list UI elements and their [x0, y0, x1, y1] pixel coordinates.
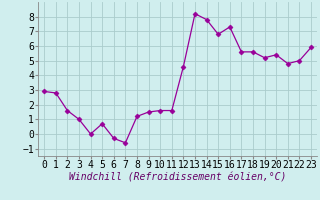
X-axis label: Windchill (Refroidissement éolien,°C): Windchill (Refroidissement éolien,°C): [69, 173, 286, 183]
